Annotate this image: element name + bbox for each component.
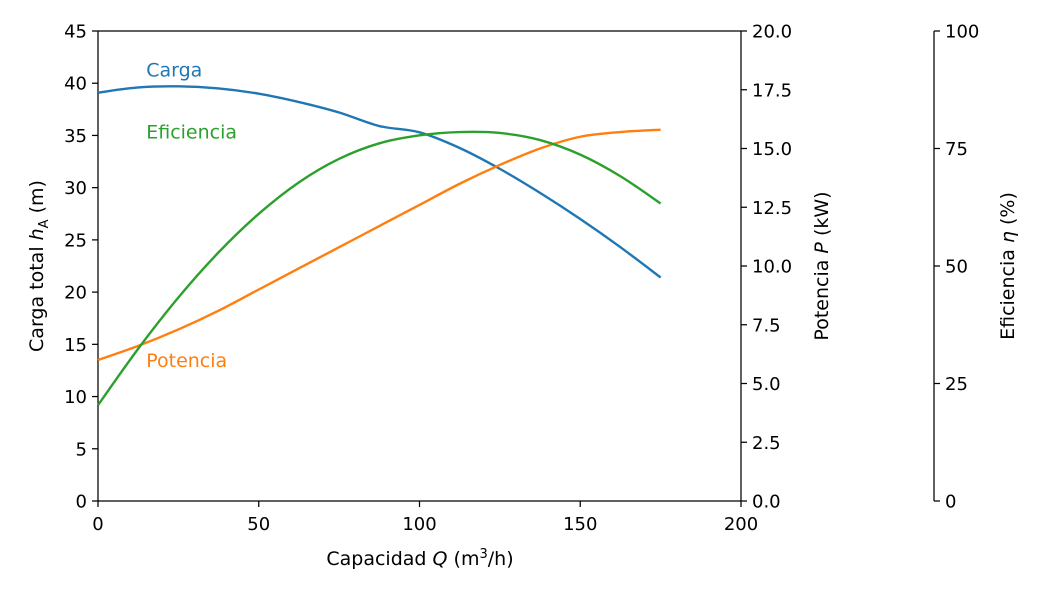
annotation-eficiencia: Eficiencia [146,121,237,143]
potencia-axis-label-var: P [811,242,833,254]
x-tick-label: 200 [724,514,758,535]
series-line-carga [97,85,662,279]
potencia-axis-label-unit: (kW) [811,191,833,242]
potencia-axis-tick-label: 10.0 [752,257,792,278]
potencia-axis-tick-label: 7.5 [752,315,781,336]
eficiencia-axis-tick-label: 0 [945,492,956,513]
eficiencia-axis-ticks: 0 25 50 75 100 [934,22,979,513]
x-axis-label-unit-post: /h) [488,548,514,570]
left-axis-tick-label: 25 [64,230,87,251]
left-axis-tick-label: 5 [76,439,87,460]
x-tick-label: 50 [247,514,270,535]
x-axis-label-unit-sup: 3 [479,547,487,562]
left-axis-label-unit: (m) [26,180,48,219]
left-axis-label-prefix: Carga total [26,240,48,352]
potencia-axis-tick-label: 5.0 [752,374,781,395]
potencia-axis-ticks: 0.0 2.5 5.0 7.5 10.0 12.5 15.0 17.5 20.0 [741,22,792,513]
series-line-potencia [97,128,661,362]
left-axis-tick-label: 10 [64,387,87,408]
x-axis-label-prefix: Capacidad [326,548,432,570]
potencia-axis-label-prefix: Potencia [811,254,833,341]
x-tick-label: 150 [563,514,597,535]
left-axis-label-var: h [26,228,48,240]
left-axis-label-sub: A [37,219,52,228]
potencia-axis-tick-label: 15.0 [752,139,792,160]
potencia-axis-tick-label: 12.5 [752,198,792,219]
x-axis-label: Capacidad Q (m3/h) [326,547,513,570]
annotation-potencia: Potencia [146,350,227,372]
left-axis-tick-label: 35 [64,126,87,147]
plot-frame [97,30,935,502]
potencia-axis-tick-label: 2.5 [752,433,781,454]
eficiencia-axis-label-prefix: Eficiencia [997,243,1019,340]
eficiencia-axis-tick-label: 25 [945,374,968,395]
left-axis-tick-label: 0 [76,492,87,513]
eficiencia-axis-tick-label: 100 [945,22,979,43]
potencia-axis-tick-label: 0.0 [752,492,781,513]
series-lines [97,85,662,406]
left-axis-ticks: 0 5 10 15 20 25 30 35 40 45 [64,22,98,513]
series-annotations: Carga Eficiencia Potencia [146,60,237,372]
potencia-axis-label: Potencia P (kW) [811,191,833,340]
eficiencia-axis-label-unit: (%) [997,192,1019,231]
eficiencia-axis-tick-label: 50 [945,257,968,278]
potencia-axis-tick-label: 17.5 [752,80,792,101]
left-axis-tick-label: 45 [64,22,87,43]
annotation-carga: Carga [146,60,202,82]
left-axis-tick-label: 20 [64,283,87,304]
eficiencia-axis-label: Eficiencia η (%) [997,192,1019,340]
left-axis-label: Carga total hA (m) [26,180,52,352]
potencia-axis-tick-label: 20.0 [752,22,792,43]
eficiencia-axis-label-var: η [997,231,1019,243]
left-axis-tick-label: 40 [64,74,87,95]
series-line-eficiencia [97,130,662,406]
x-tick-label: 0 [92,514,103,535]
x-tick-label: 100 [402,514,436,535]
x-axis-label-unit-pre: (m [448,548,480,570]
left-axis-tick-label: 30 [64,178,87,199]
x-axis-label-var: Q [433,548,448,570]
eficiencia-axis-tick-label: 75 [945,139,968,160]
left-axis-tick-label: 15 [64,335,87,356]
x-axis-ticks: 0 50 100 150 200 [92,501,758,535]
